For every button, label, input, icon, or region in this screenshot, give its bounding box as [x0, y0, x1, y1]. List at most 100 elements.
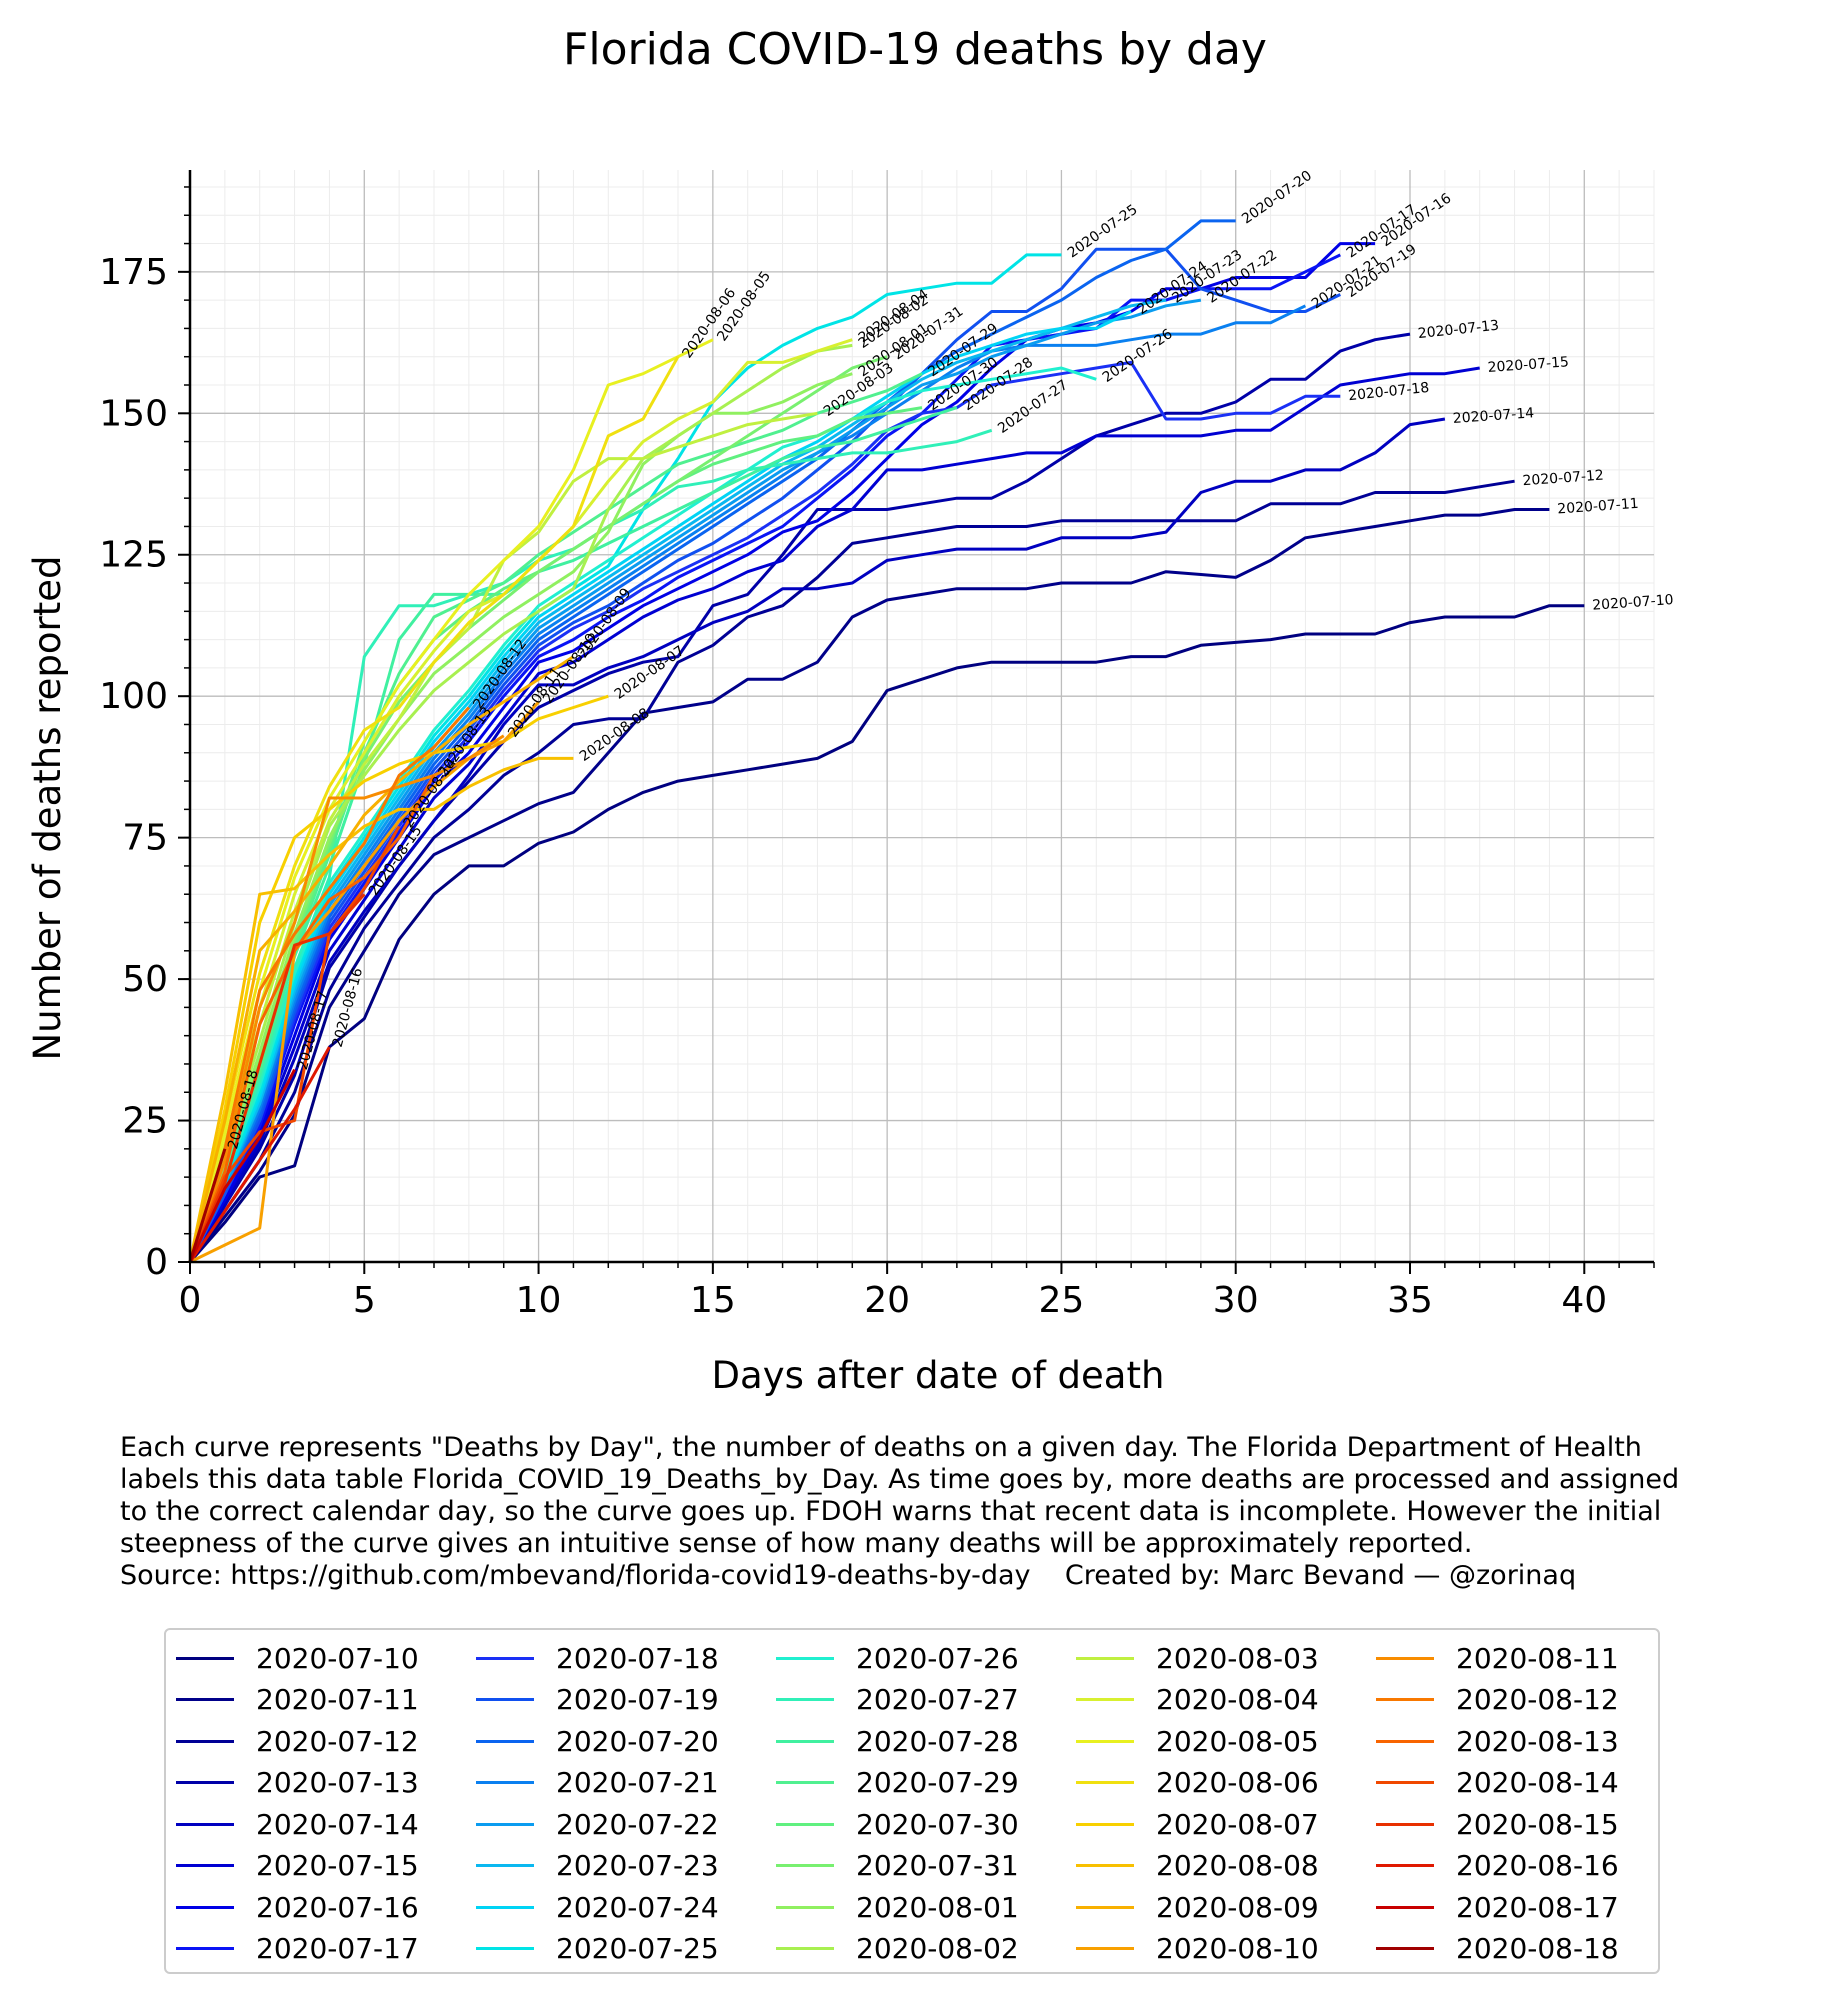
legend-swatch [176, 1822, 234, 1826]
legend-item: 2020-07-23 [476, 1846, 719, 1886]
series-line-2020-08-01 [188, 372, 853, 1263]
caption-line: Each curve represents "Deaths by Day", t… [120, 1432, 1642, 1463]
caption-source-line: Source: https://github.com/mbevand/flori… [120, 1560, 1800, 1592]
legend-swatch [476, 1656, 534, 1660]
legend-label: 2020-07-30 [856, 1807, 1019, 1841]
series-line-2020-08-14 [188, 825, 401, 1263]
legend-item: 2020-08-09 [1076, 1887, 1319, 1927]
x-tick-label: 25 [1039, 1280, 1085, 1321]
legend-label: 2020-08-18 [1456, 1932, 1619, 1965]
series-end-labels: 2020-07-10 2020-07-11 2020-07-12 2020-07-13… [225, 168, 1674, 1151]
legend-item: 2020-08-11 [1376, 1638, 1619, 1678]
legend-label: 2020-08-03 [1156, 1641, 1319, 1675]
legend-label: 2020-07-24 [556, 1890, 719, 1924]
legend-label: 2020-07-16 [256, 1890, 419, 1924]
legend-swatch [1376, 1781, 1434, 1784]
legend-label: 2020-08-09 [1156, 1890, 1319, 1924]
chart-title: Florida COVID-19 deaths by day [563, 24, 1267, 75]
legend-item: 2020-07-31 [776, 1846, 1019, 1886]
legend-swatch [476, 1781, 534, 1784]
y-tick-label: 150 [99, 393, 168, 434]
legend-label: 2020-08-12 [1456, 1683, 1619, 1716]
legend-item: 2020-07-24 [476, 1887, 719, 1927]
legend-item: 2020-08-12 [1376, 1680, 1619, 1720]
legend-swatch [476, 1698, 534, 1701]
legend-item: 2020-08-05 [1076, 1721, 1319, 1761]
series-line-2020-07-19 [188, 247, 1341, 1263]
legend-swatch [776, 1781, 834, 1784]
series-line-2020-08-18 [188, 1148, 227, 1263]
caption-line: labels this data table Florida_COVID_19_… [120, 1464, 1680, 1495]
series-line-2020-08-09 [188, 655, 575, 1263]
x-tick-label: 20 [864, 1280, 910, 1321]
series-line-2020-07-24 [188, 310, 1132, 1263]
legend-swatch [1376, 1822, 1434, 1826]
legend-label: 2020-07-23 [556, 1849, 719, 1882]
legend-label: 2020-07-25 [556, 1932, 719, 1965]
legend-label: 2020-08-10 [1156, 1932, 1319, 1965]
series-line-2020-07-13 [188, 332, 1411, 1263]
legend-label: 2020-07-19 [556, 1683, 719, 1716]
x-tick-label: 40 [1561, 1280, 1607, 1321]
source-text: Source: https://github.com/mbevand/flori… [120, 1560, 1031, 1591]
legend-swatch [1376, 1656, 1434, 1660]
legend-swatch [176, 1781, 234, 1784]
legend-label: 2020-08-06 [1156, 1766, 1319, 1799]
legend-label: 2020-07-15 [256, 1849, 419, 1882]
legend-item: 2020-07-27 [776, 1680, 1019, 1720]
legend-item: 2020-08-08 [1076, 1846, 1319, 1886]
legend-item: 2020-07-14 [176, 1804, 419, 1844]
x-tick-label: 5 [353, 1280, 376, 1321]
legend-label: 2020-07-12 [256, 1724, 419, 1758]
legend-label: 2020-07-14 [256, 1807, 419, 1841]
x-tick-label: 10 [516, 1280, 562, 1321]
legend-label: 2020-07-27 [856, 1683, 1019, 1716]
legend-item: 2020-07-19 [476, 1680, 719, 1720]
legend-item: 2020-08-16 [1376, 1846, 1619, 1886]
series-line-2020-07-14 [188, 417, 1446, 1263]
legend-item: 2020-07-26 [776, 1638, 1019, 1678]
series-line-2020-07-23 [188, 298, 1167, 1263]
legend-label: 2020-07-18 [556, 1641, 719, 1675]
legend-label: 2020-07-26 [856, 1641, 1019, 1675]
legend-label: 2020-08-15 [1456, 1807, 1619, 1841]
chart-caption: Each curve represents "Deaths by Day", t… [120, 1432, 1800, 1592]
legend-label: 2020-07-22 [556, 1807, 719, 1841]
series-line-2020-07-21 [188, 304, 1307, 1263]
legend-item: 2020-08-04 [1076, 1680, 1319, 1720]
series-line-2020-07-15 [188, 366, 1480, 1263]
axes: 0 5 10 15 20 25 30 35 40 0 25 50 75 100 125 150 175 [99, 170, 1655, 1321]
legend-swatch [176, 1739, 234, 1743]
legend-label: 2020-08-16 [1456, 1849, 1619, 1882]
legend-item: 2020-07-21 [476, 1763, 719, 1803]
legend-label: 2020-07-29 [856, 1766, 1019, 1799]
series-end-label: 2020-07-25 [1065, 202, 1141, 262]
series-end-label: 2020-07-20 [1239, 168, 1315, 228]
series-line-2020-08-08 [188, 756, 574, 1263]
legend-swatch [776, 1905, 834, 1909]
legend-item: 2020-08-13 [1376, 1721, 1619, 1761]
legend-swatch [1376, 1947, 1434, 1950]
legend-item: 2020-08-10 [1076, 1929, 1319, 1969]
series-line-2020-07-10 [188, 604, 1585, 1263]
legend-swatch [476, 1947, 534, 1950]
legend-label: 2020-08-08 [1156, 1849, 1319, 1882]
legend-swatch [776, 1864, 834, 1867]
legend-swatch [1376, 1864, 1434, 1867]
x-tick-label: 0 [179, 1280, 202, 1321]
legend-label: 2020-07-21 [556, 1766, 719, 1799]
legend-swatch [1076, 1656, 1134, 1660]
legend-item: 2020-08-03 [1076, 1638, 1319, 1678]
series-line-2020-07-22 [188, 298, 1202, 1263]
series-end-label: 2020-07-26 [1100, 326, 1176, 386]
legend-label: 2020-08-04 [1156, 1683, 1319, 1716]
y-tick-label: 175 [99, 252, 168, 293]
legend-swatch [176, 1947, 234, 1950]
series-line-2020-07-18 [188, 360, 1341, 1263]
series-line-2020-07-26 [188, 366, 1097, 1263]
legend-item: 2020-07-28 [776, 1721, 1019, 1761]
legend-swatch [1376, 1739, 1434, 1743]
legend: 2020-07-10 2020-07-11 2020-07-12 2020-07-13… [164, 1628, 1660, 1974]
legend-swatch [776, 1656, 834, 1660]
legend-item: 2020-08-15 [1376, 1804, 1619, 1844]
